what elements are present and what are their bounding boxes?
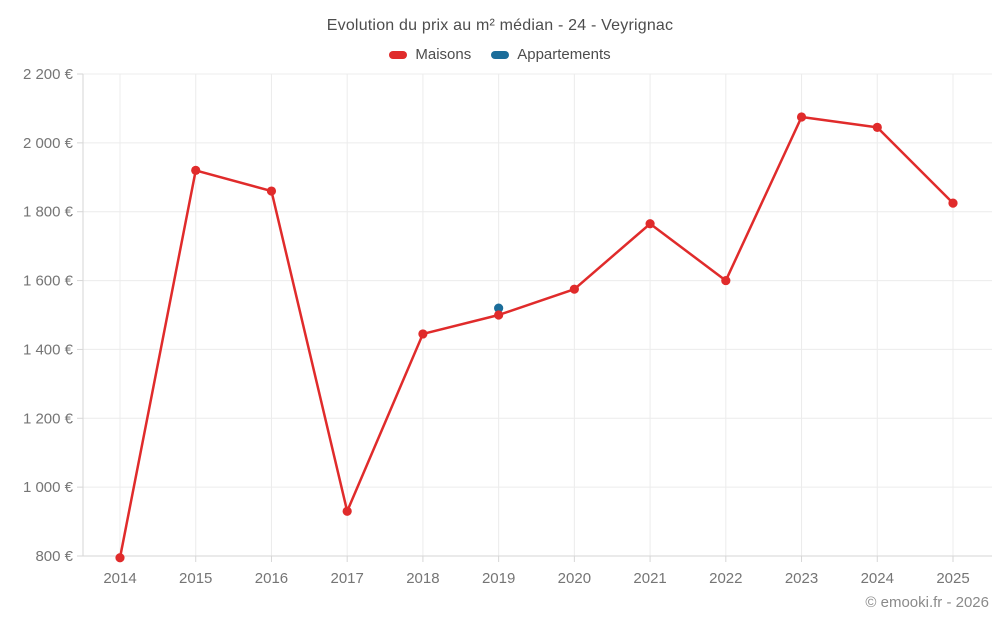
x-tick-label: 2019: [482, 570, 515, 587]
y-tick-label: 2 200 €: [23, 66, 74, 83]
data-point-maisons-2014[interactable]: [115, 553, 125, 563]
y-tick-label: 800 €: [35, 548, 73, 565]
data-point-maisons-2021[interactable]: [645, 219, 655, 229]
y-tick-label: 1 800 €: [23, 204, 74, 221]
y-tick-label: 1 000 €: [23, 479, 74, 496]
x-tick-label: 2015: [179, 570, 212, 587]
legend-item-appartements[interactable]: Appartements: [491, 46, 611, 63]
x-tick-label: 2016: [255, 570, 288, 587]
chart-title: Evolution du prix au m² médian - 24 - Ve…: [326, 17, 674, 34]
copyright-footer: © emooki.fr - 2026: [865, 594, 989, 611]
y-tick-label: 1 200 €: [23, 410, 74, 427]
data-point-maisons-2019[interactable]: [494, 310, 504, 320]
data-point-maisons-2017[interactable]: [342, 506, 352, 516]
data-point-maisons-2018[interactable]: [418, 329, 428, 339]
data-point-appartements-2019[interactable]: [494, 303, 504, 313]
y-tick-label: 1 400 €: [23, 341, 74, 358]
legend-swatch-appartements-icon: [491, 50, 510, 59]
data-point-maisons-2023[interactable]: [796, 112, 807, 122]
y-tick-label: 2 000 €: [23, 135, 74, 152]
x-tick-label: 2024: [861, 570, 894, 587]
series-line-maisons: [118, 115, 955, 559]
data-point-maisons-2020[interactable]: [569, 284, 579, 294]
x-tick-label: 2017: [330, 570, 363, 587]
x-tick-label: 2018: [406, 570, 439, 587]
data-point-maisons-2024[interactable]: [872, 122, 882, 132]
legend-label-maisons: Maisons: [415, 46, 472, 63]
data-point-maisons-2015[interactable]: [191, 165, 201, 175]
x-tick-label: 2014: [103, 570, 136, 587]
data-point-maisons-2025[interactable]: [948, 198, 958, 208]
legend-item-maisons[interactable]: Maisons: [389, 46, 471, 63]
x-tick-label: 2020: [558, 570, 591, 587]
data-point-maisons-2022[interactable]: [721, 275, 731, 286]
x-tick-label: 2023: [785, 570, 818, 587]
x-tick-label: 2021: [633, 570, 666, 587]
chart-legend: Maisons Appartements: [0, 46, 1000, 63]
legend-swatch-maisons-icon: [389, 50, 408, 59]
data-point-maisons-2016[interactable]: [266, 186, 277, 196]
x-tick-label: 2025: [936, 570, 969, 587]
legend-label-appartements: Appartements: [517, 46, 611, 63]
y-tick-label: 1 600 €: [23, 273, 74, 290]
x-tick-label: 2022: [709, 570, 742, 587]
